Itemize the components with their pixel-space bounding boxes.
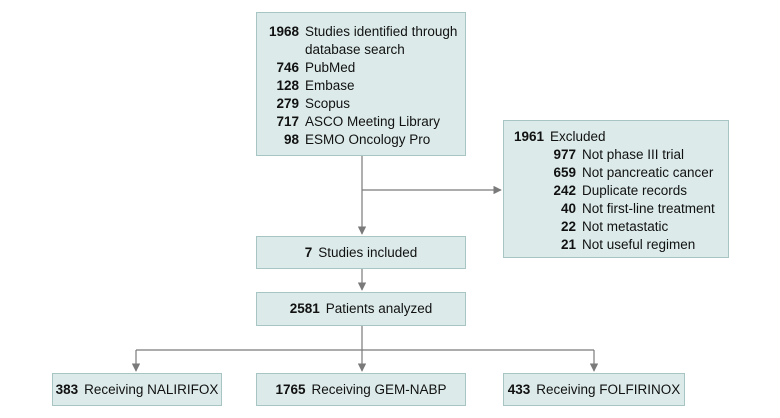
identified-count: 1968 [268,24,299,39]
identified-line: 1968 Studies identified through [263,23,465,41]
arm-label: Receiving GEM-NABP [311,381,447,397]
source-item: 98 ESMO Oncology Pro [283,132,431,147]
arm-label: Receiving FOLFIRINOX [536,381,681,397]
included-box: 7 Studies included [256,236,466,269]
arm-box-gem-nabp: 1765 Receiving GEM-NABP [256,373,466,406]
arm-box-nalirifox: 383 Receiving NALIRIFOX [52,373,222,406]
source-item: 128 Embase [276,78,355,93]
arm-label: Receiving NALIRIFOX [84,381,219,397]
arm-box-folfirinox: 433 Receiving FOLFIRINOX [503,373,685,406]
excluded-reason: 22 Not metastatic [560,219,669,234]
identified-box: 1968 Studies identified through database… [256,12,466,156]
arm-count: 433 [507,381,531,397]
arm-count: 1765 [275,381,306,397]
source-item: 279 Scopus [276,96,351,111]
included-count: 7 [304,244,313,260]
source-item: 746 PubMed [276,60,356,75]
source-item: 717 ASCO Meeting Library [276,114,441,129]
identified-label: Studies identified through [305,24,458,39]
identified-label-line2: database search [305,42,405,57]
analyzed-label: Patients analyzed [325,301,433,316]
excluded-reason: 40 Not first-line treatment [560,201,715,216]
arm-count: 383 [55,381,79,397]
excluded-reason: 659 Not pancreatic cancer [553,165,714,180]
excluded-line: 1961 Excluded [510,128,728,146]
excluded-reason: 242 Duplicate records [553,183,688,198]
excluded-label: Excluded [550,129,606,144]
excluded-count: 1961 [513,129,544,144]
excluded-reason: 977 Not phase III trial [553,147,685,162]
excluded-reason: 21 Not useful regimen [560,237,696,252]
included-label: Studies included [318,244,418,260]
excluded-box: 1961 Excluded 977 Not phase III trial 65… [503,120,729,258]
analyzed-count: 2581 [289,301,320,316]
analyzed-box: 2581 Patients analyzed [256,292,466,326]
